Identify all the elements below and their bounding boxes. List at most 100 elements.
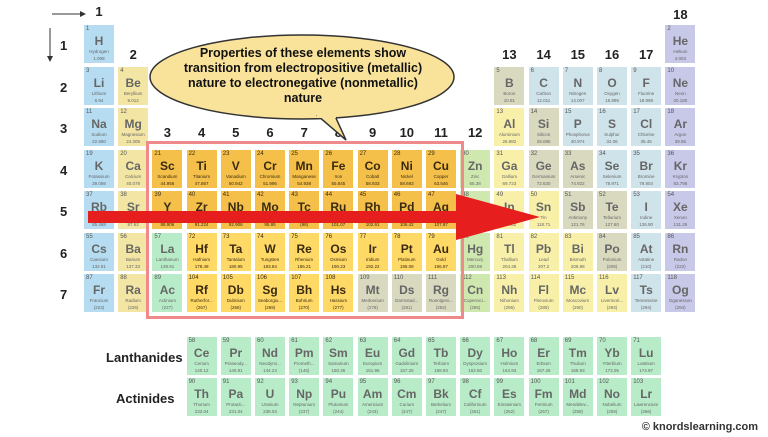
element-symbol: Mc [569, 283, 587, 297]
element-atomic-number: 105 [222, 275, 233, 281]
element-mass: 126.90 [639, 222, 654, 227]
element-mass: 106.42 [399, 222, 414, 227]
element-la: 57 La Lanthanum 138.91 [151, 231, 184, 272]
element-symbol: Ru [330, 200, 347, 214]
element-mass: 54.938 [297, 180, 312, 186]
element-symbol: Ar [673, 117, 688, 131]
element-name: Gold [436, 256, 446, 262]
element-mass: (286) [504, 305, 515, 310]
element-atomic-number: 79 [428, 233, 435, 240]
element-symbol: Au [433, 241, 449, 256]
element-nb: 41NbNiobium92.906 [219, 190, 252, 230]
element-name: Tennessine [634, 298, 658, 303]
element-name: Manganese [292, 173, 316, 179]
element-mass: 1.008 [93, 56, 105, 61]
element-pa: 91 Pa Protacti... 231.04 [219, 377, 252, 417]
element-atomic-number: 89 [154, 275, 162, 281]
element-name: Copper [433, 173, 449, 179]
element-mass: (210) [640, 263, 652, 269]
element-atomic-number: 19 [86, 150, 93, 157]
element-mass: (223) [93, 305, 105, 310]
element-atomic-number: 8 [599, 67, 603, 74]
element-symbol: Mg [124, 117, 142, 131]
element-mass: (247) [401, 409, 413, 414]
group-label-12: 12 [467, 125, 483, 140]
element-mass: 232.04 [194, 409, 209, 414]
element-mn: 25 Mn Manganese 54.938 [288, 148, 321, 189]
element-name: Iridium [365, 256, 380, 262]
group-label-18: 18 [673, 7, 688, 22]
element-name: Berkelium [430, 402, 451, 407]
element-atomic-number: 71 [633, 338, 640, 344]
element-symbol: Og [672, 283, 689, 297]
element-atomic-number: 33 [564, 150, 572, 157]
element-symbol: V [231, 158, 240, 173]
element-name: Flerovium [533, 298, 554, 303]
group-label-9: 9 [368, 125, 377, 140]
element-atomic-number: 6 [530, 67, 534, 74]
element-atomic-number: 107 [291, 275, 302, 281]
element-pu: 94 Pu Plutonium (244) [322, 377, 355, 417]
element-name: Fluorine [638, 90, 655, 96]
element-atomic-number: 17 [633, 109, 640, 115]
element-mass: 131.29 [673, 222, 688, 227]
element-tc: 43TcTechnetium(98) [288, 190, 321, 230]
element-name: Iodine [640, 215, 653, 220]
element-name: Tungsten [260, 256, 280, 262]
element-symbol: Ni [400, 158, 413, 173]
element-name: Roentgeni... [428, 298, 454, 303]
element-atomic-number: 23 [222, 150, 230, 157]
element-mass: (277) [333, 305, 344, 310]
element-mass: (282) [435, 305, 447, 310]
element-rg: 111 Rg Roentgeni... (282) [425, 273, 457, 313]
element-bi: 83 Bi Bismuth 208.98 [561, 231, 594, 272]
element-atomic-number: 24 [257, 150, 264, 157]
element-symbol: Te [605, 200, 619, 214]
element-mass: (268) [230, 305, 242, 310]
element-name: Sulphur [604, 132, 620, 137]
element-mass: (267) [196, 305, 207, 310]
element-name: Rutherfor... [190, 298, 213, 303]
element-name: Terbium [432, 361, 449, 366]
element-symbol: Ag [433, 200, 449, 214]
element-name: Astatine [638, 256, 655, 262]
element-atomic-number: 101 [564, 379, 575, 385]
element-o: 8 O Oxygen 15.999 [596, 65, 628, 106]
period-label-6: 6 [60, 245, 68, 261]
element-atomic-number: 34 [599, 150, 606, 157]
element-w: 74 W Tungsten 183.84 [254, 231, 286, 272]
element-atomic-number: 48 [462, 192, 469, 198]
element-symbol: Zr [195, 200, 208, 214]
element-symbol: Bi [571, 241, 584, 256]
group-label-11: 11 [434, 125, 448, 140]
element-name: Germanium [531, 173, 556, 179]
element-name: Helium [673, 49, 688, 54]
element-symbol: Re [296, 241, 312, 256]
element-atomic-number: 58 [188, 338, 196, 344]
element-symbol: Hs [330, 283, 347, 297]
element-symbol: Md [569, 387, 587, 401]
element-atomic-number: 77 [359, 233, 367, 240]
element-atomic-number: 96 [393, 379, 401, 385]
element-atomic-number: 100 [530, 379, 541, 385]
element-symbol: Dy [467, 346, 483, 360]
element-mass: 132.91 [92, 263, 106, 269]
element-atomic-number: 76 [325, 233, 333, 240]
element-symbol: Db [227, 283, 244, 297]
element-mass: 18.998 [639, 97, 654, 103]
element-fm: 100 Fm Fermium (257) [527, 377, 560, 417]
element-atomic-number: 87 [86, 275, 93, 281]
element-name: Mendelev... [566, 402, 590, 407]
element-atomic-number: 29 [428, 150, 435, 157]
element-mass: (251) [469, 409, 481, 414]
element-mass: 78.971 [605, 180, 619, 186]
element-atomic-number: 22 [188, 150, 196, 157]
element-name: Europium [362, 361, 383, 366]
element-cs: 55 Cs Caesium 132.91 [83, 231, 115, 272]
element-mass: 28.085 [536, 139, 551, 144]
element-name: Lawrencium [634, 402, 659, 407]
element-mass: (209) [606, 263, 618, 269]
element-mass: (222) [675, 263, 686, 269]
element-mass: (226) [127, 305, 139, 310]
element-atomic-number: 75 [291, 233, 298, 240]
